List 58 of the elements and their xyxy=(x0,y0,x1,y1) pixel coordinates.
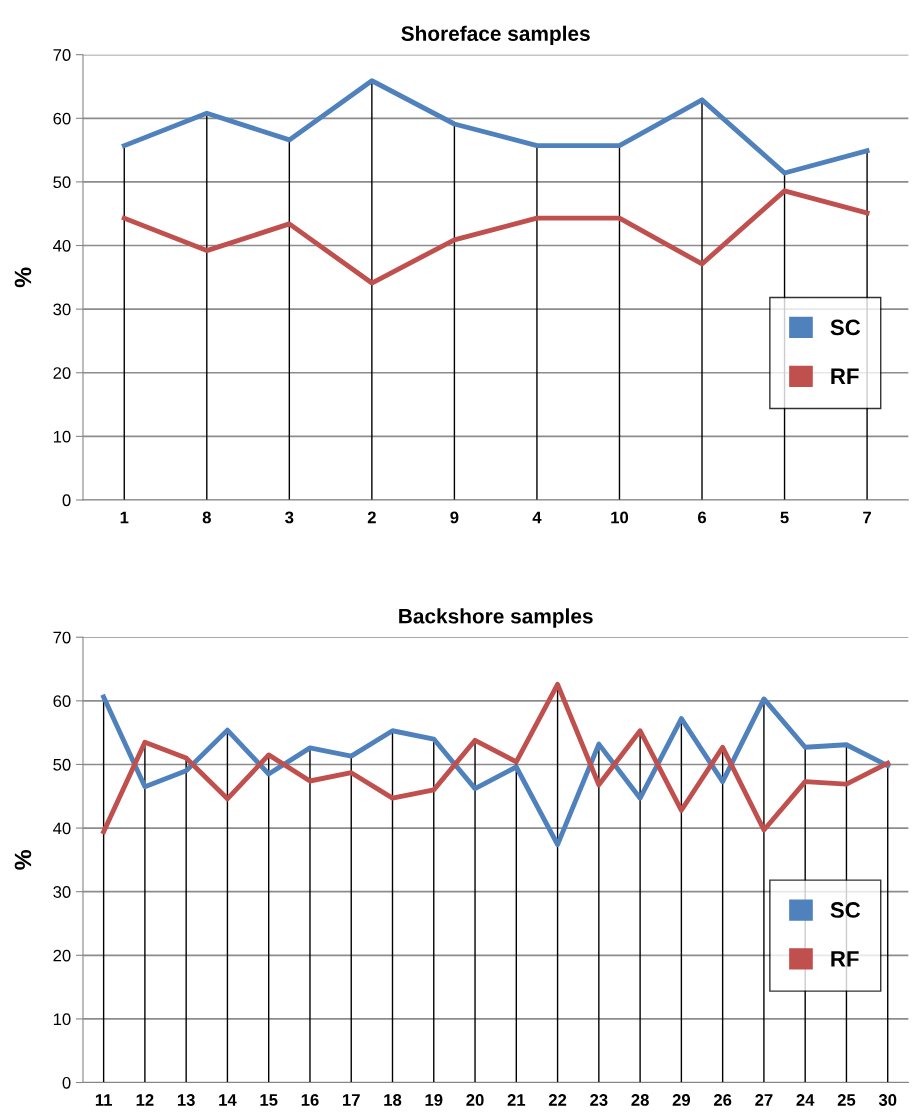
x-tick-label: 9 xyxy=(450,511,459,524)
x-tick-label: 21 xyxy=(507,1094,526,1106)
x-tick-label: 16 xyxy=(301,1094,319,1106)
line-series xyxy=(121,78,870,176)
line-series xyxy=(121,188,870,286)
x-tick-label: 26 xyxy=(713,1094,732,1106)
y-tick-label: 10 xyxy=(53,1013,71,1026)
x-tick-label: 18 xyxy=(384,1094,402,1106)
y-tick-label: 50 xyxy=(53,176,71,189)
x-tick-label: 1 xyxy=(120,511,129,524)
x-tick-label: 24 xyxy=(796,1094,815,1106)
x-tick-label: 13 xyxy=(177,1094,195,1106)
x-tick-label: 12 xyxy=(136,1094,154,1106)
x-tick-label: 3 xyxy=(285,511,294,524)
legend-label: SC xyxy=(830,902,861,918)
y-tick-label: 30 xyxy=(53,886,71,898)
chart-title: Backshore samples xyxy=(399,608,593,628)
x-tick-label: 23 xyxy=(590,1094,608,1106)
x-tick-label: 22 xyxy=(548,1094,567,1106)
x-tick-label: 25 xyxy=(837,1094,856,1106)
y-tick-label: 70 xyxy=(53,631,71,644)
y-tick-label: 0 xyxy=(62,494,71,507)
x-tick-label: 17 xyxy=(343,1094,360,1106)
x-tick-label: 6 xyxy=(697,511,707,524)
x-tick-label: 15 xyxy=(260,1094,278,1106)
x-tick-label: 19 xyxy=(425,1094,443,1106)
y-tick-label: 40 xyxy=(53,239,71,252)
y-tick-label: 70 xyxy=(53,49,71,61)
x-tick-label: 14 xyxy=(219,1094,237,1106)
x-tick-label: 10 xyxy=(611,511,629,524)
x-tick-label: 2 xyxy=(367,511,376,524)
x-tick-label: 5 xyxy=(780,511,789,524)
x-tick-label: 29 xyxy=(672,1094,691,1106)
x-tick-label: 20 xyxy=(466,1094,484,1106)
y-tick-label: 40 xyxy=(53,822,71,835)
line-series xyxy=(101,694,891,848)
legend-label: SC xyxy=(830,319,861,336)
x-tick-label: 8 xyxy=(202,511,211,524)
y-tick-label: 60 xyxy=(53,112,71,125)
x-tick-label: 7 xyxy=(863,511,871,524)
y-tick-label: 30 xyxy=(53,303,71,316)
y-tick-label: 20 xyxy=(53,367,71,379)
x-tick-label: 4 xyxy=(532,511,542,524)
line-series xyxy=(101,681,891,835)
legend-label: RF xyxy=(831,368,859,384)
x-tick-label: 11 xyxy=(95,1094,112,1106)
y-tick-label: 10 xyxy=(53,430,71,443)
y-tick-label: 20 xyxy=(53,949,71,962)
chart-title: Shoreface samples xyxy=(401,25,590,46)
y-axis-title: % xyxy=(14,267,32,288)
y-tick-label: 60 xyxy=(53,695,71,708)
y-tick-label: 50 xyxy=(53,758,71,771)
x-tick-label: 30 xyxy=(878,1094,897,1106)
y-tick-label: 0 xyxy=(62,1076,71,1089)
x-tick-label: 28 xyxy=(631,1094,649,1106)
x-tick-label: 27 xyxy=(755,1094,773,1106)
legend-label: RF xyxy=(831,951,859,967)
y-axis-title: % xyxy=(14,850,32,870)
